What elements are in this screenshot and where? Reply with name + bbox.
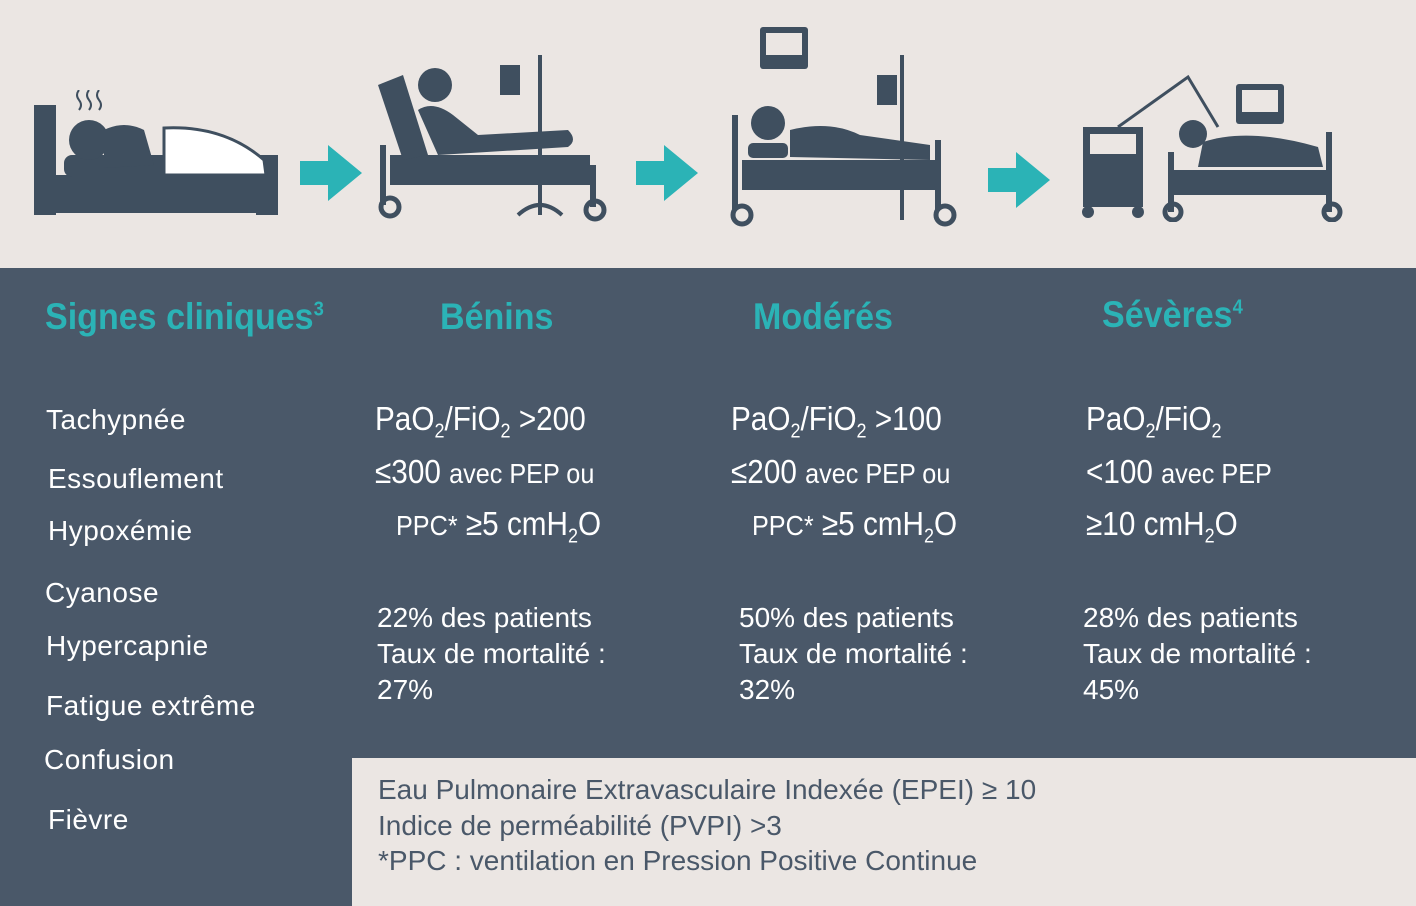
mortality-label: Taux de mortalité : bbox=[739, 638, 968, 669]
footnote-ref: 3 bbox=[313, 298, 324, 321]
stats-severe: 28% des patients Taux de mortalité : 45% bbox=[1083, 600, 1312, 708]
text: >200 bbox=[518, 400, 586, 437]
sign-item: Fatigue extrême bbox=[46, 690, 256, 721]
text: PPC* bbox=[396, 510, 458, 541]
subscript: 2 bbox=[856, 420, 867, 443]
mortality-label: Taux de mortalité : bbox=[377, 638, 606, 669]
footnote-ref: 4 bbox=[1232, 296, 1243, 319]
arrow-right-icon bbox=[988, 152, 1050, 208]
sign-item: Essouflement bbox=[48, 463, 224, 494]
arrow-right-icon bbox=[300, 145, 362, 201]
bed-iv-drip-patient-icon bbox=[378, 55, 607, 222]
header-signs: Signes cliniques3 bbox=[45, 296, 324, 338]
text: >100 bbox=[874, 400, 942, 437]
text: ≤200 bbox=[731, 453, 797, 490]
bed-monitor-iv-patient-icon bbox=[730, 27, 957, 227]
sign-item: Hypoxémie bbox=[48, 515, 193, 546]
note-line: Eau Pulmonaire Extravasculaire Indexée (… bbox=[378, 774, 1037, 805]
sign-item: Hypercapnie bbox=[46, 630, 209, 661]
patients-share: 28% des patients bbox=[1083, 602, 1298, 633]
text: O bbox=[934, 505, 958, 542]
text: PaO bbox=[731, 400, 791, 437]
header-severe: Sévères4 bbox=[1102, 294, 1243, 336]
header-mild: Bénins bbox=[440, 296, 554, 337]
sign-item: Tachypnée bbox=[46, 404, 186, 435]
text: ≤300 bbox=[375, 453, 441, 490]
bed-ventilator-patient-icon bbox=[1082, 74, 1343, 222]
criteria-mild-line3: PPC* ≥5 cmH2O bbox=[396, 505, 601, 549]
text: ≥10 cmH bbox=[1086, 505, 1205, 542]
patients-share: 50% des patients bbox=[739, 602, 954, 633]
criteria-mild-line1: PaO2/FiO2 >200 bbox=[375, 400, 586, 444]
text: PaO bbox=[1086, 400, 1146, 437]
subscript: 2 bbox=[434, 420, 445, 443]
criteria-moderate-line1: PaO2/FiO2 >100 bbox=[731, 400, 942, 444]
subscript: 2 bbox=[790, 420, 801, 443]
subscript: 2 bbox=[1145, 420, 1156, 443]
subscript: 2 bbox=[923, 525, 935, 548]
header-moderate: Modérés bbox=[753, 296, 893, 337]
text: <100 bbox=[1086, 453, 1153, 490]
text: ≥5 cmH bbox=[821, 505, 924, 542]
criteria-severe-line2: <100 avec PEP bbox=[1086, 453, 1272, 491]
mortality-value: 32% bbox=[739, 674, 796, 705]
mortality-label: Taux de mortalité : bbox=[1083, 638, 1312, 669]
text: PaO bbox=[375, 400, 435, 437]
header-severe-text: Sévères bbox=[1102, 294, 1233, 335]
text: /FiO bbox=[800, 400, 857, 437]
text: O bbox=[578, 505, 602, 542]
patients-share: 22% des patients bbox=[377, 602, 592, 633]
text: avec PEP ou bbox=[805, 458, 951, 489]
stats-moderate: 50% des patients Taux de mortalité : 32% bbox=[739, 600, 968, 708]
mortality-value: 27% bbox=[377, 674, 434, 705]
criteria-severe-line1: PaO2/FiO2 bbox=[1086, 400, 1222, 444]
text: /FiO bbox=[444, 400, 501, 437]
notes-box bbox=[352, 758, 1416, 906]
note-line: *PPC : ventilation en Pression Positive … bbox=[378, 845, 978, 876]
text: PPC* bbox=[752, 510, 814, 541]
subscript: 2 bbox=[567, 525, 579, 548]
text: avec PEP bbox=[1161, 458, 1272, 489]
text: O bbox=[1214, 505, 1238, 542]
mortality-value: 45% bbox=[1083, 674, 1140, 705]
stats-mild: 22% des patients Taux de mortalité : 27% bbox=[377, 600, 606, 708]
arrow-right-icon bbox=[636, 145, 698, 201]
criteria-mild-line2: ≤300 avec PEP ou bbox=[375, 453, 594, 491]
sign-item: Confusion bbox=[44, 744, 175, 775]
text: ≥5 cmH bbox=[465, 505, 568, 542]
criteria-moderate-line3: PPC* ≥5 cmH2O bbox=[752, 505, 957, 549]
subscript: 2 bbox=[1211, 420, 1222, 443]
subscript: 2 bbox=[1204, 525, 1215, 548]
sign-item: Cyanose bbox=[45, 577, 160, 608]
bed-fever-patient-icon bbox=[34, 90, 278, 215]
header-signs-text: Signes cliniques bbox=[45, 296, 314, 337]
subscript: 2 bbox=[500, 420, 511, 443]
criteria-severe-line3: ≥10 cmH2O bbox=[1086, 505, 1238, 549]
sign-item: Fièvre bbox=[48, 804, 129, 835]
text: /FiO bbox=[1155, 400, 1212, 437]
criteria-moderate-line2: ≤200 avec PEP ou bbox=[731, 453, 950, 491]
text: avec PEP ou bbox=[449, 458, 595, 489]
note-line: Indice de perméabilité (PVPI) >3 bbox=[378, 810, 782, 841]
